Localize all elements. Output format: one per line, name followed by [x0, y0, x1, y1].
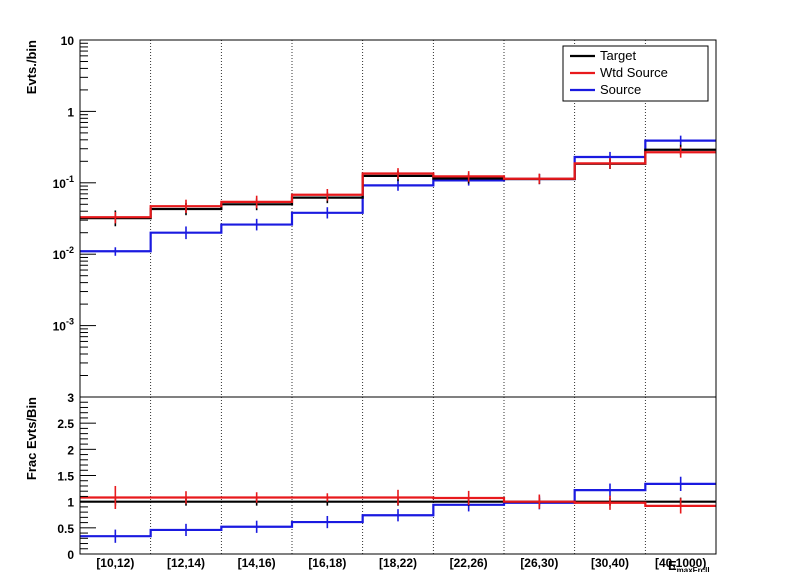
x-tick-label: [10,12) — [96, 556, 134, 570]
x-tick-label: [12,14) — [167, 556, 205, 570]
x-tick-label: [18,22) — [379, 556, 417, 570]
bottom-y-tick-label: 2.5 — [57, 417, 74, 431]
top-y-tick-label: 10 — [61, 34, 75, 48]
x-tick-label: [14,16) — [238, 556, 276, 570]
top-panel: 10 1 10-1 10-2 10-3 Evts./bin — [24, 34, 717, 398]
bottom-y-axis-title: Frac Evts/Bin — [24, 397, 39, 480]
top-y-tick-label: 10-2 — [53, 245, 74, 262]
top-y-axis-title: Evts./bin — [24, 40, 39, 94]
top-series-source-line — [80, 139, 716, 253]
bottom-panel: 0 0.5 1 1.5 2 2.5 3 Frac Evts/Bin [10,12) [12,1… — [24, 391, 717, 575]
x-tick-label: [40,1000) — [655, 556, 706, 570]
x-tick-label: [26,30) — [520, 556, 558, 570]
bottom-y-tick-label: 3 — [67, 391, 74, 405]
top-y-tick-label: 10-3 — [53, 317, 74, 334]
bottom-y-tick-label: 0.5 — [57, 522, 74, 536]
legend-label-wtd-source: Wtd Source — [600, 65, 668, 80]
x-tick-label: [16,18) — [308, 556, 346, 570]
x-tick-label: [22,26) — [450, 556, 488, 570]
x-axis-title: EmaxFrcll — [668, 558, 710, 572]
top-y-tick-label: 10-1 — [53, 174, 74, 191]
bottom-y-tick-label: 0 — [67, 548, 74, 562]
legend: Target Wtd Source Source — [562, 45, 709, 102]
legend-label-target: Target — [600, 48, 637, 63]
bottom-y-tick-label: 1.5 — [57, 470, 74, 484]
bottom-y-tick-label: 1 — [67, 496, 74, 510]
bottom-plot-frame — [79, 396, 717, 555]
legend-label-source: Source — [600, 82, 641, 97]
bottom-y-tick-label: 2 — [67, 443, 74, 457]
x-tick-label: [30,40) — [591, 556, 629, 570]
top-y-tick-label: 1 — [67, 105, 74, 119]
